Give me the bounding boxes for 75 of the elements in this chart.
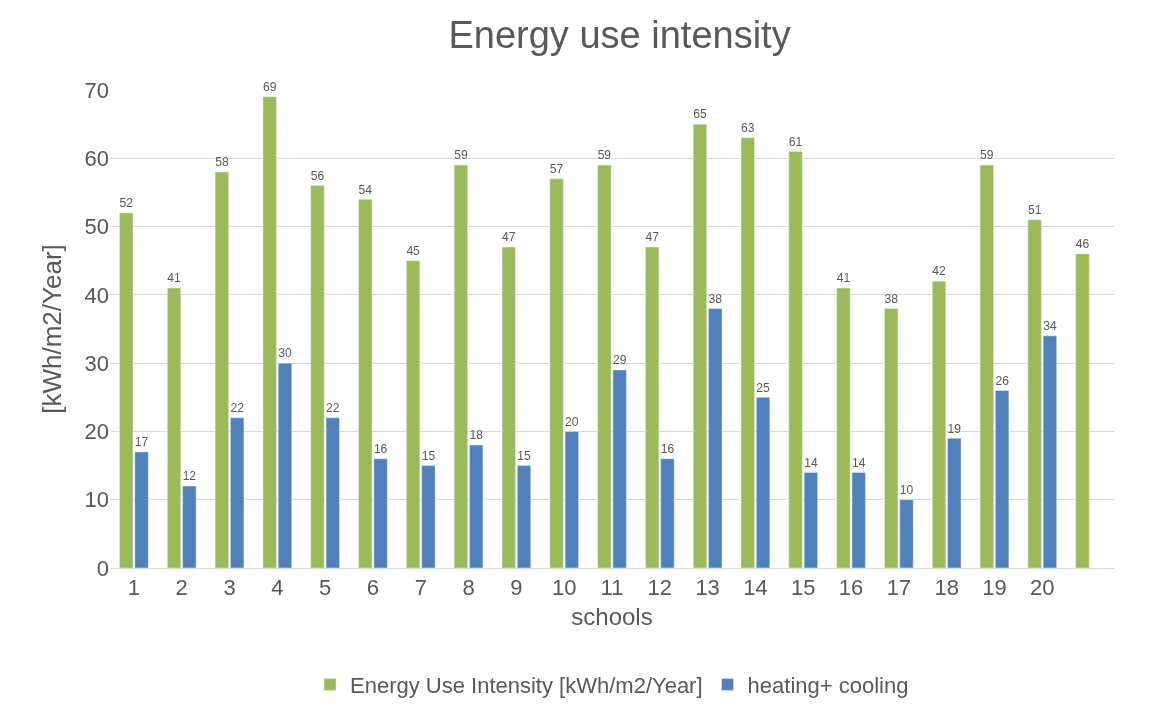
data-label: 51: [1027, 202, 1042, 217]
data-label: 17: [134, 435, 149, 450]
data-label: 56: [310, 168, 325, 183]
data-label: 26: [995, 373, 1010, 388]
y-tick-label: 0: [96, 555, 109, 581]
data-label: 16: [373, 441, 388, 456]
x-tick-label: 7: [414, 575, 427, 601]
data-label: 25: [756, 380, 771, 395]
data-label: 54: [358, 182, 373, 197]
data-label: 18: [469, 428, 484, 443]
x-axis-title: schools: [571, 602, 653, 630]
x-tick-label: 11: [600, 575, 624, 601]
data-label: 16: [660, 441, 675, 456]
data-label: 10: [899, 482, 914, 497]
x-tick-label: 2: [175, 575, 188, 601]
data-label: 12: [182, 469, 197, 484]
data-label: 22: [230, 401, 245, 416]
data-label: 38: [708, 291, 723, 306]
data-label: 65: [693, 107, 707, 122]
x-tick-label: 18: [934, 575, 959, 601]
data-label: 30: [278, 346, 292, 361]
data-label: 45: [406, 243, 421, 258]
x-tick-label: 17: [886, 575, 912, 601]
x-tick-label: 6: [366, 575, 380, 601]
data-label: 34: [1043, 319, 1057, 334]
x-tick-label: 5: [319, 575, 332, 601]
data-label: 41: [836, 271, 851, 286]
y-axis-title: [kWh/m2/Year]: [36, 244, 67, 414]
data-label: 15: [517, 448, 532, 463]
x-tick-label: 8: [462, 575, 475, 601]
chart-title: Energy use intensity: [448, 14, 791, 57]
y-tick-label: 30: [84, 350, 109, 376]
data-label: 59: [597, 148, 612, 163]
x-tick-label: 10: [551, 575, 577, 601]
data-label: 22: [326, 401, 340, 416]
data-label: 61: [788, 134, 803, 149]
y-tick-label: 40: [84, 282, 109, 308]
x-tick-label: 14: [743, 575, 768, 601]
data-label: 14: [804, 455, 818, 470]
bar: [1075, 253, 1090, 568]
y-tick-label: 50: [84, 214, 109, 240]
data-label: 59: [980, 148, 994, 163]
y-tick-label: 20: [84, 419, 109, 445]
data-label: 41: [167, 271, 182, 286]
x-tick-label: 4: [271, 575, 284, 601]
x-tick-label: 19: [982, 575, 1007, 601]
data-label: 29: [612, 353, 627, 368]
data-label: 38: [884, 291, 899, 306]
data-label: 20: [565, 414, 579, 429]
data-label: 52: [119, 196, 134, 211]
data-label: 15: [421, 448, 436, 463]
data-label: 47: [502, 230, 516, 245]
x-tick-label: 20: [1030, 575, 1055, 601]
x-tick-label: 1: [127, 575, 141, 601]
data-label: 47: [645, 230, 660, 245]
x-tick-label: 13: [695, 575, 720, 601]
data-label: 69: [262, 80, 277, 95]
y-tick-label: 10: [84, 487, 109, 513]
legend-label: Energy Use Intensity [kWh/m2/Year]: [350, 672, 703, 698]
y-tick-label: 60: [84, 145, 109, 171]
x-tick-label: 16: [838, 575, 864, 601]
data-label: 14: [851, 455, 866, 470]
legend-label: heating+ cooling: [747, 672, 909, 698]
y-tick-label: 70: [84, 77, 109, 103]
x-tick-label: 9: [510, 575, 523, 601]
data-label: 63: [741, 121, 755, 136]
data-label: 58: [215, 155, 229, 170]
x-tick-label: 15: [791, 575, 816, 601]
data-label: 42: [932, 264, 947, 279]
data-label: 19: [947, 421, 962, 436]
data-label: 57: [549, 162, 564, 177]
data-label: 46: [1075, 237, 1090, 252]
data-label: 59: [454, 148, 468, 163]
x-tick-label: 12: [647, 575, 673, 601]
x-tick-label: 3: [223, 575, 236, 601]
